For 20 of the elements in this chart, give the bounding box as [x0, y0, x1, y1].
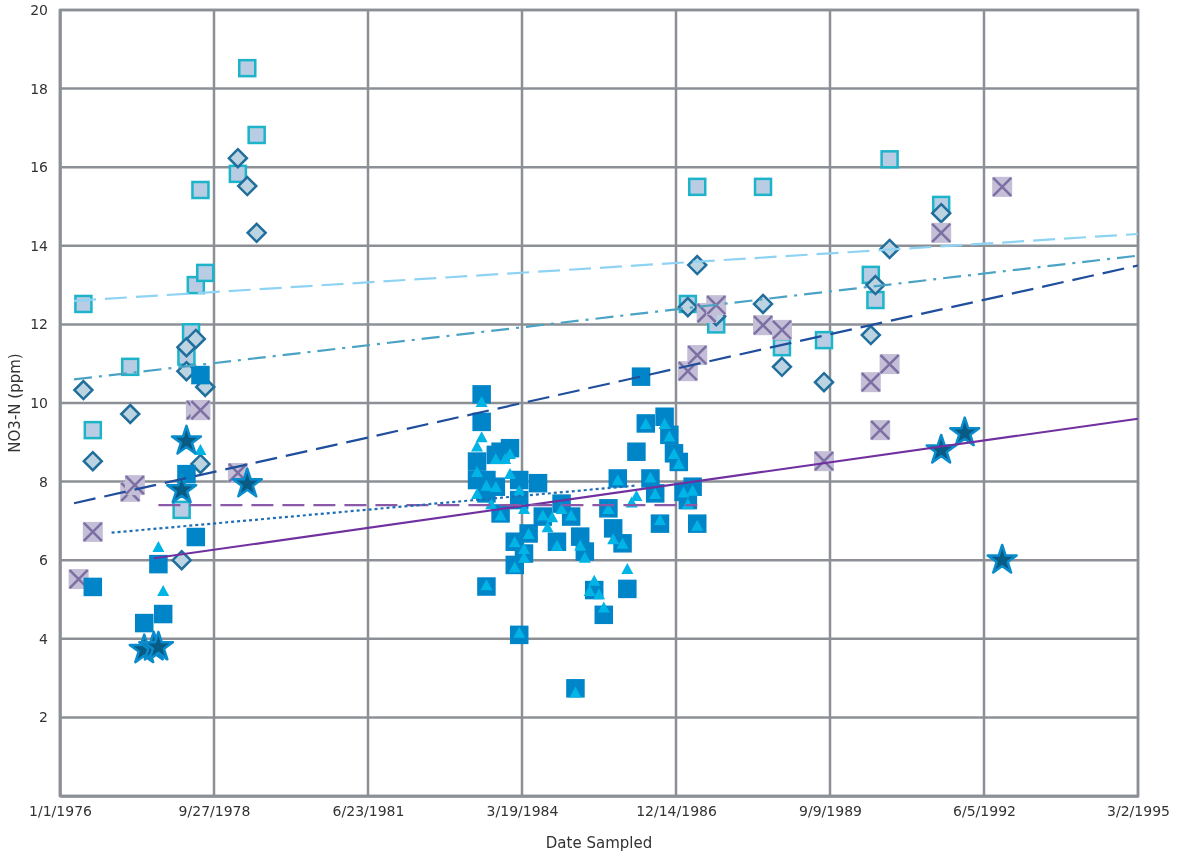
- x-tick-label: 9/27/1978: [178, 802, 251, 819]
- y-tick-label: 16: [30, 159, 49, 176]
- y-tick-label: 10: [30, 394, 48, 411]
- y-tick-label: 2: [39, 709, 48, 726]
- x-tick-label: 6/5/1992: [953, 802, 1016, 819]
- y-axis-title: NO3-N (ppm): [6, 353, 24, 453]
- x-tick-label: 6/23/1981: [332, 802, 405, 819]
- x-axis-title: Date Sampled: [545, 834, 653, 852]
- y-tick-label: 4: [39, 630, 49, 647]
- y-tick-label: 12: [30, 316, 48, 333]
- y-tick-label: 18: [30, 80, 48, 97]
- y-tick-label: 6: [39, 552, 49, 569]
- x-tick-label: 9/9/1989: [799, 802, 862, 819]
- y-tick-label: 8: [39, 473, 48, 490]
- y-tick-label: 14: [30, 237, 49, 254]
- y-tick-label: 20: [30, 1, 48, 18]
- x-tick-label: 3/2/1995: [1107, 802, 1170, 819]
- x-tick-label: 1/1/1976: [29, 802, 93, 819]
- x-tick-label: 12/14/1986: [636, 802, 717, 819]
- x-tick-label: 3/19/1984: [486, 802, 559, 819]
